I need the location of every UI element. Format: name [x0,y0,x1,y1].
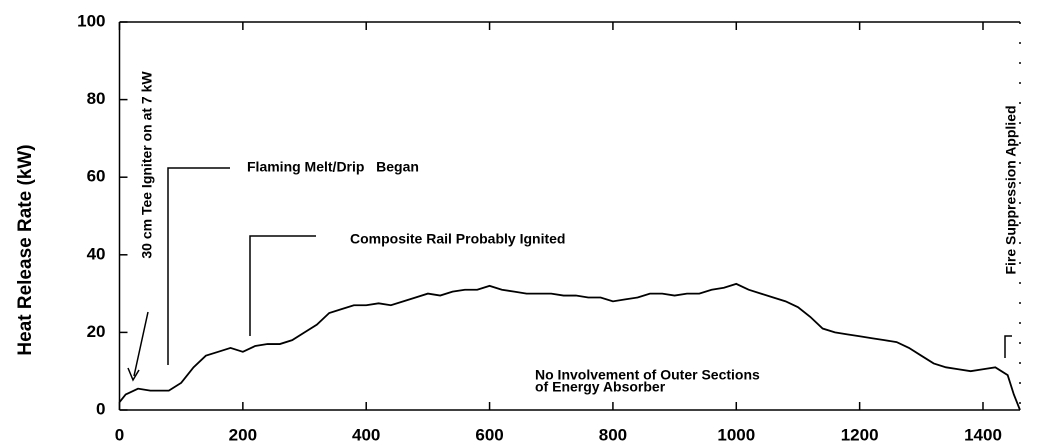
x-tick-label: 400 [352,425,380,444]
y-tick-label: 20 [87,322,106,341]
leader-line [133,311,149,377]
x-tick-label: 1400 [964,425,1002,444]
data-line [118,282,1021,411]
annotation: Composite Rail Probably Ignited [350,231,565,247]
leader-line [167,167,230,365]
x-tick-label: 0 [115,425,124,444]
leader-line [1004,335,1012,358]
annotation: of Energy Absorber [535,379,666,395]
x-tick-label: 800 [599,425,627,444]
leader-line [249,235,316,336]
arrow-head [127,367,140,382]
y-tick-label: 100 [77,11,105,30]
annotation: Fire Suppression Applied [1003,105,1019,274]
y-tick-label: 40 [87,244,106,263]
x-tick-label: 1000 [717,425,755,444]
annotation: Flaming Melt/Drip Began [247,159,419,175]
x-tick-label: 600 [475,425,503,444]
y-tick-label: 80 [87,89,106,108]
x-tick-label: 200 [229,425,257,444]
annotation: No Involvement of Outer Sections [535,367,760,383]
annotation: 30 cm Tee Igniter on at 7 kW [139,71,155,259]
y-axis-label: Heat Release Rate (kW) [15,144,36,355]
y-tick-label: 0 [96,399,105,418]
x-tick-label: 1200 [841,425,879,444]
y-tick-label: 60 [87,167,106,186]
